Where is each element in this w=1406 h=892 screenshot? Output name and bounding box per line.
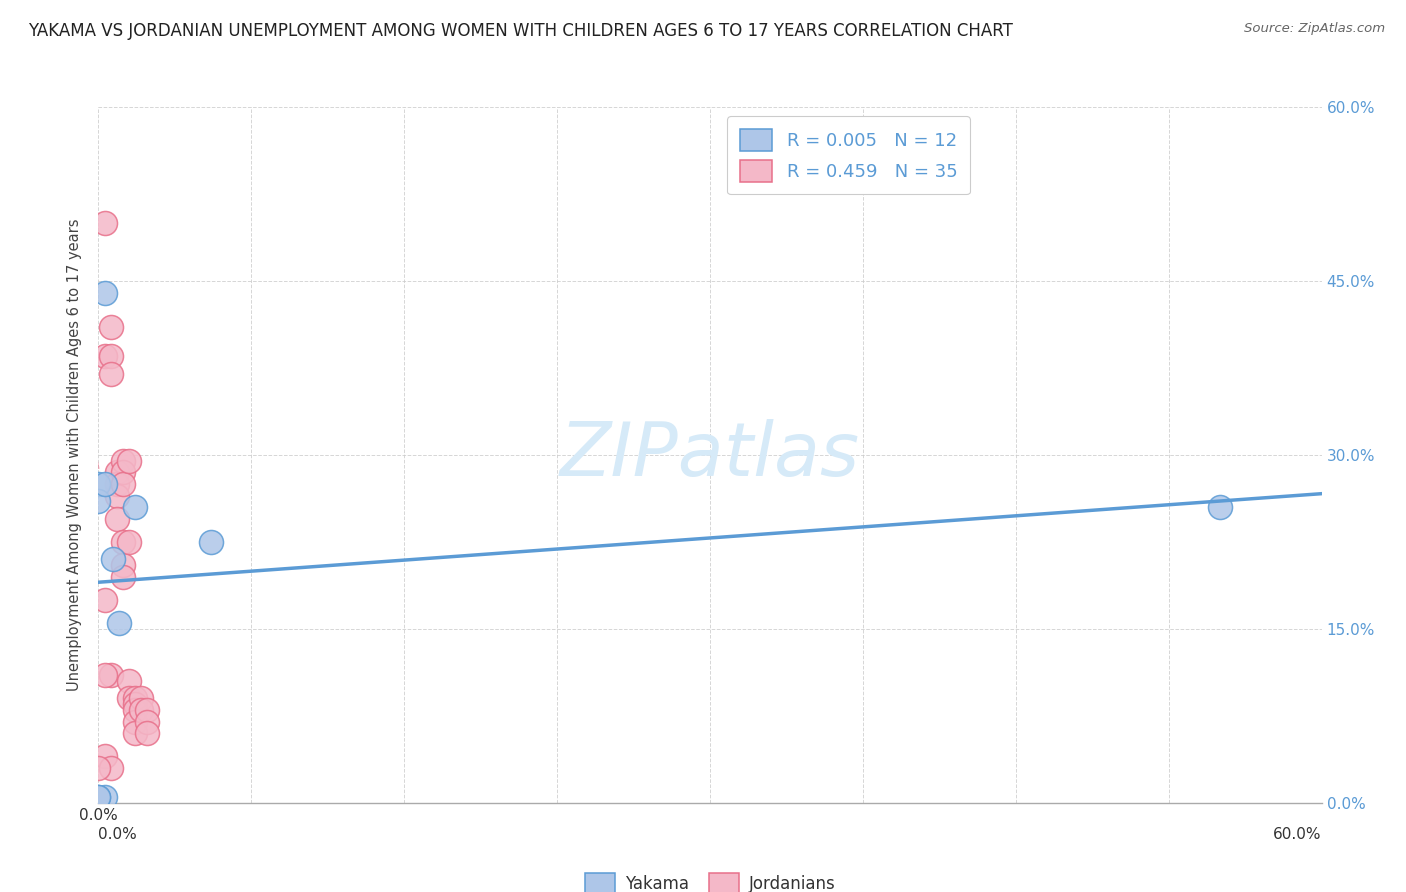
Point bbox=[136, 726, 159, 740]
Point bbox=[111, 453, 134, 467]
Point bbox=[200, 534, 222, 549]
Point bbox=[87, 494, 110, 508]
Point bbox=[136, 714, 159, 729]
Point bbox=[136, 703, 159, 717]
Point bbox=[111, 476, 134, 491]
Point bbox=[93, 349, 115, 364]
Point bbox=[118, 453, 141, 467]
Point bbox=[1209, 500, 1232, 514]
Point bbox=[129, 703, 152, 717]
Point bbox=[118, 674, 141, 689]
Point bbox=[124, 500, 146, 514]
Point bbox=[129, 691, 152, 706]
Point bbox=[87, 790, 110, 805]
Point bbox=[93, 476, 115, 491]
Point bbox=[87, 790, 110, 805]
Point bbox=[93, 285, 115, 300]
Point bbox=[124, 703, 146, 717]
Point bbox=[111, 558, 134, 573]
Point bbox=[124, 698, 146, 712]
Point bbox=[100, 668, 122, 682]
Point bbox=[105, 489, 128, 503]
Point bbox=[100, 320, 122, 334]
Text: YAKAMA VS JORDANIAN UNEMPLOYMENT AMONG WOMEN WITH CHILDREN AGES 6 TO 17 YEARS CO: YAKAMA VS JORDANIAN UNEMPLOYMENT AMONG W… bbox=[28, 22, 1012, 40]
Point bbox=[124, 691, 146, 706]
Point bbox=[100, 349, 122, 364]
Point bbox=[111, 534, 134, 549]
Point bbox=[93, 216, 115, 230]
Point bbox=[124, 726, 146, 740]
Point bbox=[93, 749, 115, 764]
Point bbox=[87, 761, 110, 775]
Point bbox=[101, 552, 124, 566]
Point bbox=[93, 790, 115, 805]
Point bbox=[100, 367, 122, 381]
Point bbox=[105, 466, 128, 480]
Text: 0.0%: 0.0% bbox=[98, 827, 138, 841]
Text: 60.0%: 60.0% bbox=[1274, 827, 1322, 841]
Point bbox=[100, 761, 122, 775]
Y-axis label: Unemployment Among Women with Children Ages 6 to 17 years: Unemployment Among Women with Children A… bbox=[67, 219, 83, 691]
Text: Source: ZipAtlas.com: Source: ZipAtlas.com bbox=[1244, 22, 1385, 36]
Point bbox=[111, 569, 134, 583]
Point bbox=[118, 534, 141, 549]
Legend: Yakama, Jordanians: Yakama, Jordanians bbox=[578, 867, 842, 892]
Point bbox=[118, 691, 141, 706]
Point bbox=[111, 466, 134, 480]
Point bbox=[105, 476, 128, 491]
Point bbox=[93, 592, 115, 607]
Point bbox=[93, 668, 115, 682]
Point bbox=[108, 615, 131, 630]
Text: ZIPatlas: ZIPatlas bbox=[560, 419, 860, 491]
Point bbox=[124, 714, 146, 729]
Point bbox=[105, 511, 128, 525]
Point bbox=[87, 476, 110, 491]
